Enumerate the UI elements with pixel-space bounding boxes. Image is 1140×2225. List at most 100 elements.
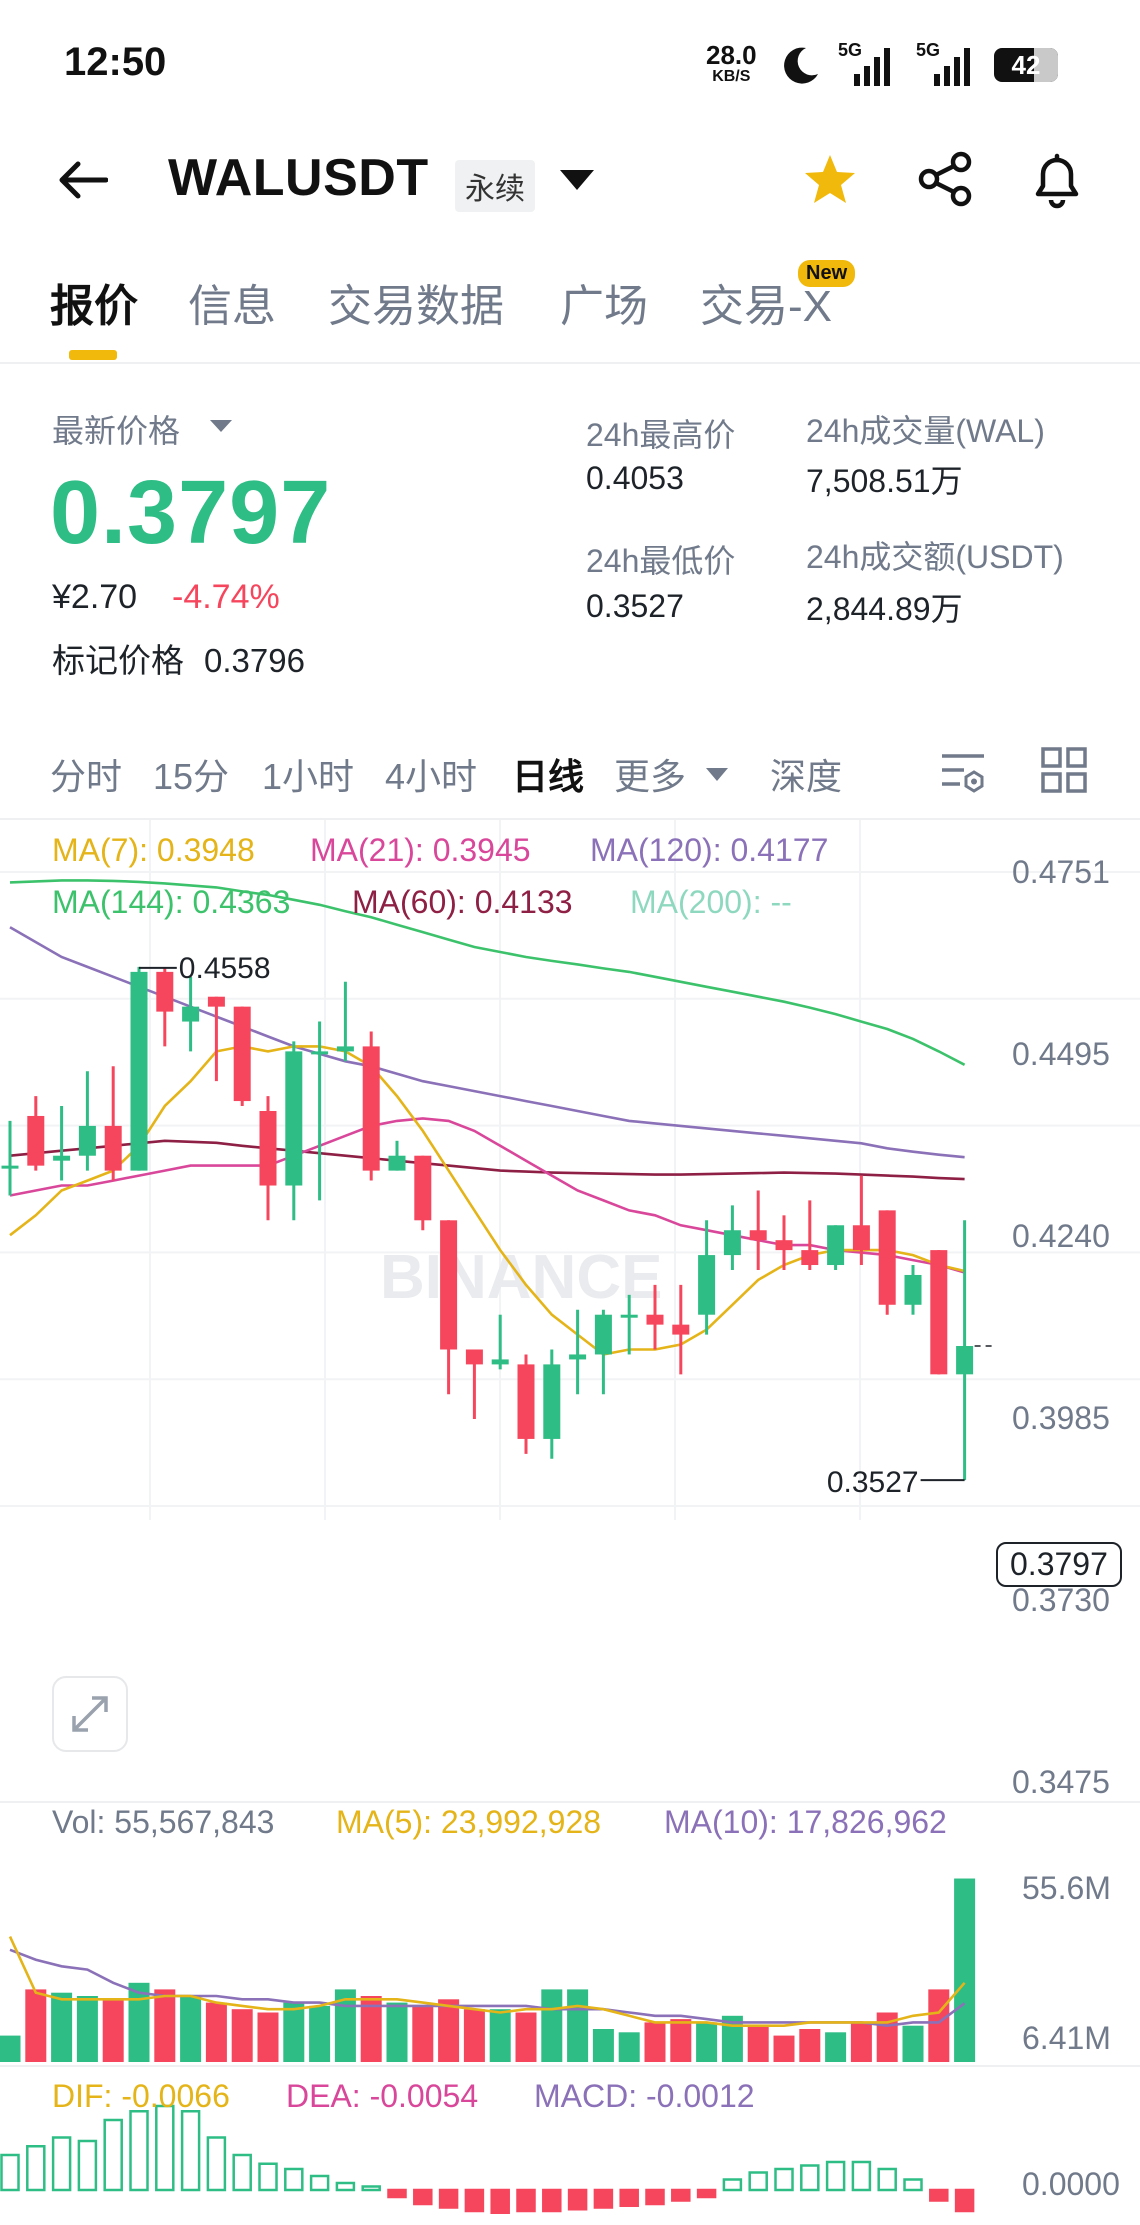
macd-bar (593, 2188, 614, 2209)
macd-bar (825, 2160, 846, 2192)
macd-tick: 0.0000 (1022, 2166, 1120, 2202)
tab-trading-data[interactable]: 交易数据 (328, 282, 504, 331)
macd-bar (671, 2188, 691, 2202)
macd-bar (851, 2160, 872, 2192)
last-price-label[interactable]: 最新价格 (52, 413, 181, 449)
candle-body (878, 1210, 896, 1305)
caret-down-icon[interactable] (560, 170, 594, 190)
grid-layout-icon[interactable] (1040, 746, 1088, 794)
candle-body (698, 1255, 716, 1315)
macd-bar (309, 2174, 330, 2192)
signal-icon: 5G (838, 40, 894, 86)
volume-bar (463, 2009, 485, 2062)
volume-bar (51, 1992, 73, 2062)
status-time: 12:50 (64, 40, 167, 84)
back-arrow-icon[interactable] (56, 158, 108, 202)
macd-bar (516, 2188, 536, 2213)
star-icon[interactable] (802, 152, 858, 208)
macd-bar (180, 2110, 201, 2192)
macd-bar (929, 2188, 949, 2202)
candle-body (723, 1230, 741, 1256)
period-4h[interactable]: 4小时 (385, 756, 478, 797)
caret-down-icon[interactable] (706, 768, 728, 781)
volume-value: 7,508.51万 (806, 463, 963, 499)
turnover-value: 2,844.89万 (806, 591, 963, 627)
high-label: 24h最高价 (586, 417, 736, 453)
ma144-legend: MA(144): 0.4363 (52, 884, 291, 920)
low-marker-label: 0.3527 (827, 1466, 919, 1499)
ma21-legend: MA(21): 0.3945 (310, 832, 531, 868)
y-tick: 0.4240 (1012, 1218, 1110, 1254)
symbol-title[interactable]: WALUSDT (168, 149, 429, 207)
candle-body (852, 1225, 870, 1251)
period-timeline[interactable]: 分时 (50, 756, 123, 797)
volume-bar (696, 2022, 718, 2062)
volume-bar (721, 2015, 743, 2062)
macd-bar (26, 2145, 46, 2192)
tab-quote[interactable]: 报价 (50, 282, 138, 331)
volume-bar (825, 2032, 847, 2062)
volume-bar (773, 2035, 795, 2062)
candle-body (801, 1250, 819, 1266)
bell-icon[interactable] (1028, 150, 1086, 210)
candle-body (156, 971, 174, 1012)
mark-price-row: 标记价格 0.3796 (52, 634, 305, 682)
period-1d[interactable]: 日线 (512, 756, 585, 797)
candle-body (1, 1165, 19, 1169)
high-value: 0.4053 (586, 460, 684, 496)
turnover-label: 24h成交额(USDT) (806, 539, 1064, 575)
volume-bar (954, 1878, 976, 2062)
volume-bar (489, 2009, 511, 2062)
macd-bar (232, 2153, 252, 2192)
expand-button[interactable] (52, 1676, 128, 1752)
tab-square[interactable]: 广场 (560, 282, 648, 331)
tab-info[interactable]: 信息 (188, 282, 276, 331)
candle-body (285, 1051, 303, 1186)
vol-ma10-legend: MA(10): 17,826,962 (664, 1804, 947, 1840)
macd-bar (155, 2104, 175, 2192)
volume-bar (850, 2022, 872, 2062)
candle-body (930, 1250, 948, 1375)
cny-price: ¥2.70 (52, 578, 138, 616)
indicator-settings-icon[interactable] (940, 748, 986, 794)
volume-bar (747, 2025, 769, 2062)
vol-tick: 55.6M (1022, 1870, 1111, 1906)
battery-level: 42 (1011, 50, 1041, 80)
volume-bar (360, 1996, 382, 2062)
mark-price: 0.3796 (204, 642, 305, 679)
period-depth[interactable]: 深度 (770, 756, 843, 797)
dif-legend: DIF: -0.0066 (52, 2078, 230, 2114)
macd-bar (284, 2167, 304, 2192)
period-15m[interactable]: 15分 (153, 756, 230, 797)
period-more[interactable]: 更多 (614, 756, 687, 797)
volume-bar (799, 2029, 821, 2062)
volume-bar (0, 2035, 21, 2062)
vol-ma10-line (9, 1948, 966, 2028)
macd-bar (413, 2188, 433, 2206)
period-1h[interactable]: 1小时 (262, 756, 355, 797)
tab-trade-x[interactable]: 交易-X (700, 282, 832, 331)
signal-label: 5G (838, 40, 863, 60)
macd-bar (464, 2188, 485, 2213)
vol-legend: Vol: 55,567,843 (52, 1804, 275, 1840)
kline-chart[interactable]: BINANCE 0.4558 0.3527 MA(7): 0.3948 MA(21… (0, 818, 1140, 2225)
signal-icon-2: 5G (906, 40, 976, 86)
ma60-line (9, 1139, 965, 1181)
volume-bar (644, 2022, 666, 2062)
caret-down-icon[interactable] (210, 420, 232, 432)
candle-body (749, 1230, 767, 1241)
macd-bar (774, 2167, 794, 2192)
top-header: WALUSDT 永续 (0, 130, 1140, 230)
ma60-legend: MA(60): 0.4133 (352, 884, 573, 920)
y-tick: 0.4495 (1012, 1036, 1110, 1072)
macd-bar (51, 2136, 72, 2192)
candle-body (414, 1155, 432, 1221)
ma144-line (9, 879, 966, 1066)
macd-bar (877, 2167, 897, 2192)
candle-body (27, 1115, 45, 1166)
vol-tick: 6.41M (1022, 2020, 1111, 2056)
share-icon[interactable] (917, 150, 975, 208)
dea-legend: DEA: -0.0054 (286, 2078, 479, 2114)
contract-type-badge: 永续 (455, 160, 535, 212)
